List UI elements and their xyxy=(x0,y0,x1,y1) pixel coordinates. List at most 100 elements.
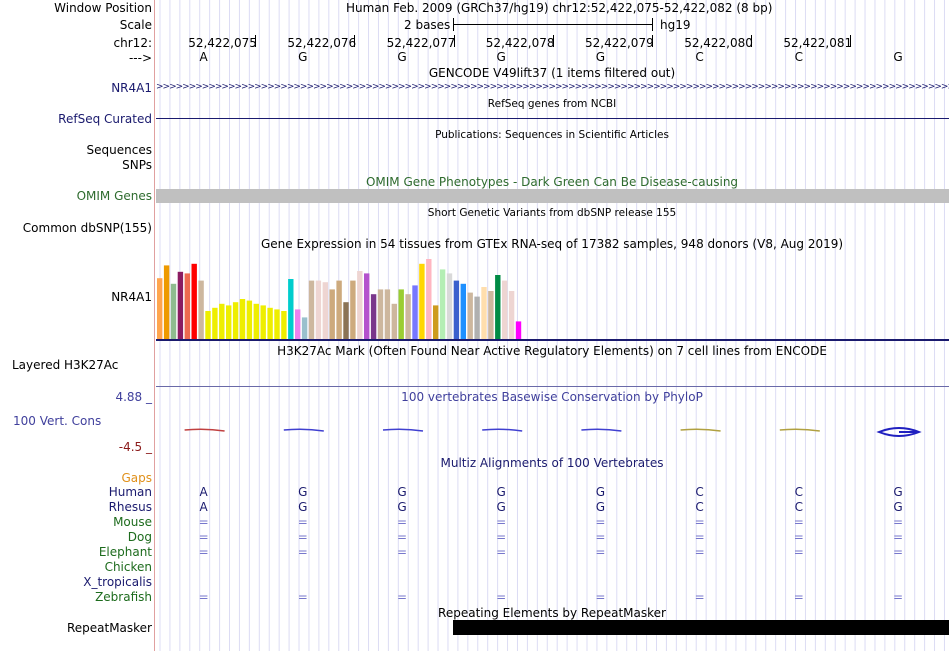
phylop-base-glyph xyxy=(283,428,324,432)
position-tick-label: 52,422,080 xyxy=(684,36,753,50)
gtex-bar-chart[interactable] xyxy=(156,252,950,342)
species-label[interactable]: Elephant xyxy=(98,545,152,559)
species-label[interactable]: Zebrafish xyxy=(95,590,152,604)
repeatmasker-track-title[interactable]: Repeating Elements by RepeatMasker xyxy=(438,606,666,620)
species-label[interactable]: X_tropicalis xyxy=(83,575,152,589)
phylop-track-label[interactable]: 100 Vert. Cons xyxy=(13,414,102,428)
dbsnp-track-title[interactable]: Short Genetic Variants from dbSNP releas… xyxy=(427,207,677,219)
base-letter: G xyxy=(397,50,407,64)
refseq-track-title[interactable]: RefSeq genes from NCBI xyxy=(487,98,617,110)
h3k27ac-track-title[interactable]: H3K27Ac Mark (Often Found Near Active Re… xyxy=(277,344,827,358)
gtex-tissue-bar xyxy=(439,269,446,339)
phylop-base-glyph xyxy=(184,428,225,432)
gtex-tissue-bar xyxy=(226,305,232,339)
gtex-tissue-bar xyxy=(295,309,301,339)
multiz-gaps-label[interactable]: Gaps xyxy=(121,471,152,485)
gtex-track-label[interactable]: NR4A1 xyxy=(111,290,152,304)
gtex-tissue-bar xyxy=(488,291,494,339)
gtex-tissue-bar xyxy=(433,305,439,339)
gtex-tissue-bar xyxy=(357,271,363,339)
gtex-tissue-bar xyxy=(281,311,287,339)
gtex-tissue-bar xyxy=(453,280,460,339)
gtex-tissue-bar xyxy=(170,283,177,339)
species-label[interactable]: Human xyxy=(108,485,152,499)
scale-value: 2 bases xyxy=(404,18,451,32)
alignment-base: = xyxy=(892,545,904,559)
alignment-base: = xyxy=(396,545,408,559)
alignment-base: C xyxy=(794,485,803,499)
repeatmasker-feature[interactable] xyxy=(453,620,949,635)
gencode-track-label[interactable]: NR4A1 xyxy=(111,81,152,95)
base-letter: G xyxy=(595,50,606,64)
alignment-base: A xyxy=(199,500,208,514)
alignment-base: = xyxy=(892,590,904,604)
gtex-tissue-bar xyxy=(398,289,404,339)
alignment-base: A xyxy=(199,485,208,499)
alignment-base: C xyxy=(794,500,803,514)
omim-track-label[interactable]: OMIM Genes xyxy=(76,189,152,203)
refseq-line xyxy=(156,118,949,119)
chrom-label: chr12: xyxy=(113,36,152,50)
multiz-track-title[interactable]: Multiz Alignments of 100 Vertebrates xyxy=(440,456,664,470)
gtex-tissue-bar xyxy=(219,303,225,339)
alignment-base: = xyxy=(198,590,209,604)
gtex-tissue-bar xyxy=(329,289,335,339)
gtex-tissue-bar xyxy=(460,283,466,339)
gtex-tissue-bar xyxy=(426,259,432,339)
gtex-baseline xyxy=(156,339,949,341)
phylop-min-label: -4.5 _ xyxy=(118,440,152,454)
species-label[interactable]: Rhesus xyxy=(108,500,152,514)
gtex-tissue-bar xyxy=(384,289,391,339)
gtex-tissue-bar xyxy=(301,317,308,339)
gencode-gene-feature[interactable]: >>>>>>>>>>>>>>>>>>>>>>>>>>>>>>>>>>>>>>>>… xyxy=(156,82,949,92)
alignment-base: G xyxy=(893,485,903,499)
gtex-tissue-bar xyxy=(246,300,253,339)
scale-tick-right xyxy=(652,18,653,31)
species-label[interactable]: Chicken xyxy=(104,560,152,574)
publications-sequences-label[interactable]: Sequences xyxy=(86,143,152,157)
gtex-tissue-bar xyxy=(191,263,197,339)
h3k27ac-baseline xyxy=(156,386,949,387)
gtex-tissue-bar xyxy=(205,311,211,339)
position-tick xyxy=(453,35,455,47)
position-tick-label: 52,422,077 xyxy=(386,36,456,50)
omim-track-title[interactable]: OMIM Gene Phenotypes - Dark Green Can Be… xyxy=(365,175,739,189)
h3k27ac-track-label[interactable]: Layered H3K27Ac xyxy=(12,358,119,372)
gtex-tissue-bar xyxy=(163,265,170,339)
gtex-tissue-bar xyxy=(239,299,246,339)
gtex-tissue-bar xyxy=(370,294,377,339)
alignment-base: = xyxy=(396,530,408,544)
scale-bar xyxy=(453,24,652,25)
alignment-base: = xyxy=(198,515,209,529)
publications-snps-label[interactable]: SNPs xyxy=(122,158,152,172)
position-tick-label: 52,422,075 xyxy=(188,36,257,50)
alignment-base: = xyxy=(892,515,904,529)
alignment-base: G xyxy=(397,485,407,499)
alignment-base: = xyxy=(297,545,308,559)
window-position-value[interactable]: Human Feb. 2009 (GRCh37/hg19) chr12:52,4… xyxy=(346,1,773,15)
phylop-max-label: 4.88 _ xyxy=(115,390,152,404)
refseq-track-label[interactable]: RefSeq Curated xyxy=(58,112,152,126)
omim-feature-bar[interactable] xyxy=(156,189,949,203)
position-tick xyxy=(751,35,753,47)
scale-label: Scale xyxy=(119,18,152,32)
phylop-track-title[interactable]: 100 vertebrates Basewise Conservation by… xyxy=(401,390,703,404)
publications-track-title[interactable]: Publications: Sequences in Scientific Ar… xyxy=(435,129,669,141)
alignment-base: G xyxy=(298,500,308,514)
alignment-base: = xyxy=(793,530,804,544)
gencode-track-title[interactable]: GENCODE V49lift37 (1 items filtered out) xyxy=(428,66,676,80)
species-label[interactable]: Mouse xyxy=(113,515,152,529)
gtex-tissue-bar xyxy=(377,289,384,339)
alignment-base: G xyxy=(397,500,407,514)
species-label[interactable]: Dog xyxy=(127,530,152,544)
phylop-base-glyph xyxy=(876,427,922,437)
repeatmasker-track-label[interactable]: RepeatMasker xyxy=(66,621,152,635)
gtex-track-title[interactable]: Gene Expression in 54 tissues from GTEx … xyxy=(260,237,844,251)
alignment-base: = xyxy=(595,545,606,559)
gtex-tissue-bar xyxy=(467,292,473,339)
dbsnp-track-label[interactable]: Common dbSNP(155) xyxy=(22,221,152,235)
alignment-base: = xyxy=(198,545,209,559)
gtex-tissue-bar xyxy=(212,307,218,339)
label-divider xyxy=(154,0,155,651)
gtex-tissue-bar xyxy=(260,305,266,339)
